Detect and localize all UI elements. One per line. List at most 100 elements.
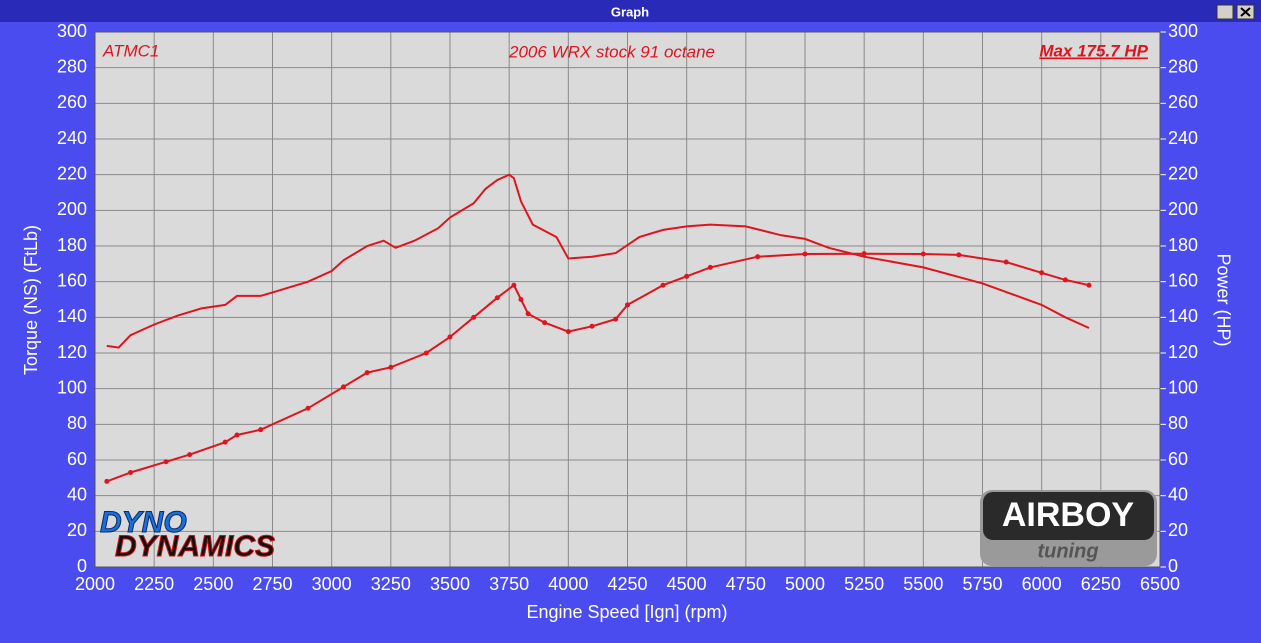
data-point [707, 264, 713, 270]
y2-tick-label: 80 [1168, 413, 1188, 433]
y-tick-label: 240 [57, 128, 87, 148]
y2-tick-label: 160 [1168, 270, 1198, 290]
x-tick-label: 6500 [1140, 574, 1180, 594]
y2-tick-label: 100 [1168, 377, 1198, 397]
data-point [613, 316, 619, 322]
data-point [234, 432, 240, 438]
x-tick-label: 4250 [607, 574, 647, 594]
y-tick-label: 180 [57, 235, 87, 255]
x-tick-label: 2250 [134, 574, 174, 594]
data-point [511, 282, 517, 288]
y-tick-label: 120 [57, 342, 87, 362]
annotation: Max 175.7 HP [1039, 41, 1148, 60]
x-tick-label: 2000 [75, 574, 115, 594]
y-tick-label: 160 [57, 270, 87, 290]
x-tick-label: 3500 [430, 574, 470, 594]
data-point [163, 459, 169, 465]
y2-tick-label: 20 [1168, 520, 1188, 540]
data-point [802, 251, 808, 257]
y2-tick-label: 140 [1168, 306, 1198, 326]
y-tick-label: 100 [57, 377, 87, 397]
logo-dyno: DYNO [100, 506, 187, 539]
y2-tick-label: 240 [1168, 128, 1198, 148]
y-axis-label: Torque (NS) (FtLb) [21, 225, 41, 375]
data-point [1039, 270, 1045, 276]
x-tick-label: 5000 [785, 574, 825, 594]
x-tick-label: 3750 [489, 574, 529, 594]
y-tick-label: 60 [67, 449, 87, 469]
data-point [684, 273, 690, 279]
x-tick-label: 4750 [726, 574, 766, 594]
logos: DYNO DYNAMICS AIRBOY tuning [100, 490, 1157, 566]
data-point [222, 439, 228, 445]
data-point [1086, 282, 1092, 288]
data-point [258, 427, 264, 433]
y2-tick-label: 220 [1168, 163, 1198, 183]
y2-tick-label: 40 [1168, 484, 1188, 504]
y2-tick-label: 200 [1168, 199, 1198, 219]
data-point [388, 364, 394, 370]
data-point [542, 320, 548, 326]
y2-tick-label: 180 [1168, 235, 1198, 255]
y2-axis-label: Power (HP) [1213, 253, 1233, 346]
x-axis-label: Engine Speed [Ign] (rpm) [526, 602, 727, 622]
x-tick-label: 2750 [252, 574, 292, 594]
x-tick-label: 3250 [371, 574, 411, 594]
plot-border [94, 31, 1161, 568]
y-tick-label: 220 [57, 163, 87, 183]
restore-button[interactable] [1216, 4, 1234, 20]
y-tick-label: 140 [57, 306, 87, 326]
data-point [1062, 277, 1068, 283]
logo-badge-top [983, 492, 1154, 540]
data-point [625, 302, 630, 308]
data-point [589, 323, 595, 329]
y-tick-label: 280 [57, 56, 87, 76]
data-point [1003, 259, 1009, 265]
window-title: Graph [611, 4, 649, 19]
x-tick-label: 4500 [667, 574, 707, 594]
data-point [660, 282, 666, 288]
data-point [518, 297, 524, 302]
data-point [525, 311, 531, 317]
x-tick-label: 3000 [312, 574, 352, 594]
logo-dynamics: DYNAMICS [115, 530, 275, 563]
logo-airboy: AIRBOY [1002, 496, 1135, 534]
y-tick-label: 300 [57, 21, 87, 41]
y2-tick-label: 0 [1168, 556, 1178, 576]
series-layer [104, 173, 1092, 484]
x-tick-label: 5250 [844, 574, 884, 594]
x-tick-label: 6250 [1081, 574, 1121, 594]
x-tick-label: 2500 [193, 574, 233, 594]
close-icon [1240, 7, 1251, 17]
data-point [755, 254, 761, 260]
y2-tick-label: 300 [1168, 21, 1198, 41]
data-point [956, 252, 962, 258]
y-tick-label: 80 [67, 413, 87, 433]
data-point [494, 295, 500, 301]
data-point [447, 334, 453, 340]
data-point [423, 350, 429, 356]
annotation: ATMC1 [102, 41, 159, 60]
data-point [920, 251, 926, 257]
x-tick-label: 5500 [903, 574, 943, 594]
x-tick-label: 6000 [1022, 574, 1062, 594]
data-point [364, 370, 370, 376]
y-tick-label: 200 [57, 199, 87, 219]
y2-tick-label: 120 [1168, 342, 1198, 362]
data-point [104, 478, 110, 484]
data-point [341, 384, 346, 390]
data-point [305, 405, 311, 411]
data-point [187, 452, 193, 458]
y2-tick-label: 280 [1168, 56, 1198, 76]
y2-tick-label: 260 [1168, 92, 1198, 112]
y-tick-label: 20 [67, 520, 87, 540]
series-line [106, 173, 1090, 349]
y-tick-label: 260 [57, 92, 87, 112]
x-tick-label: 4000 [548, 574, 588, 594]
title-bar [0, 0, 1261, 22]
data-point [128, 469, 133, 475]
x-tick-label: 5750 [962, 574, 1002, 594]
y-tick-label: 40 [67, 484, 87, 504]
